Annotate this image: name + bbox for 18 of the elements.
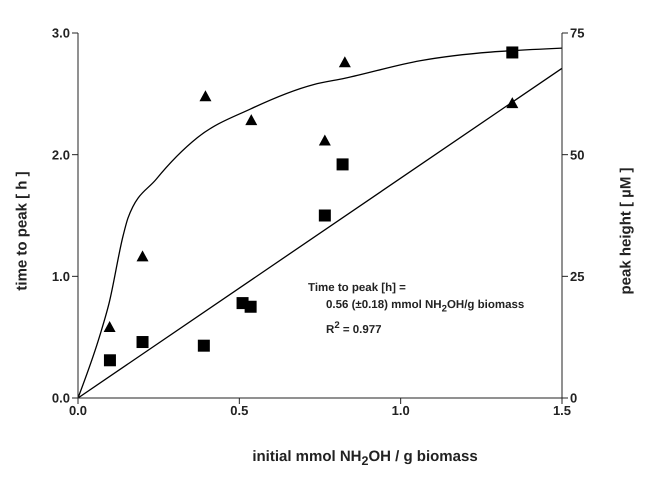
x-tick-label: 1.0 [392, 403, 410, 418]
x-tick-label: 0.5 [230, 403, 248, 418]
y-tick-label: 2.0 [52, 147, 70, 162]
annotation: Time to peak [h] = [308, 281, 407, 296]
annotation: 0.56 (±0.18) mmol NH$_{2}$OH/g biomass [325, 298, 524, 316]
y2-tick-label: 0 [570, 390, 578, 406]
y2-tick-label: 75 [570, 26, 584, 41]
x-axis-title: initial mmol NH$_{2}$OH / g biomass [251, 448, 479, 468]
y-tick-label: 0.0 [52, 390, 70, 406]
y2-tick-label: 50 [570, 147, 584, 162]
x-tick-label: 1.5 [552, 403, 572, 418]
y-tick-label: 3.0 [52, 26, 70, 41]
y2-tick-label: 25 [570, 268, 584, 284]
annotation: R$^{2}$ = 0.977 [325, 319, 383, 338]
y2-axis-title: peak height [ µM ] [618, 167, 634, 294]
y-tick-label: 1.0 [52, 268, 70, 284]
x-tick-label: 0.0 [68, 403, 88, 418]
y-axis-title: time to peak [ h ] [14, 170, 30, 290]
